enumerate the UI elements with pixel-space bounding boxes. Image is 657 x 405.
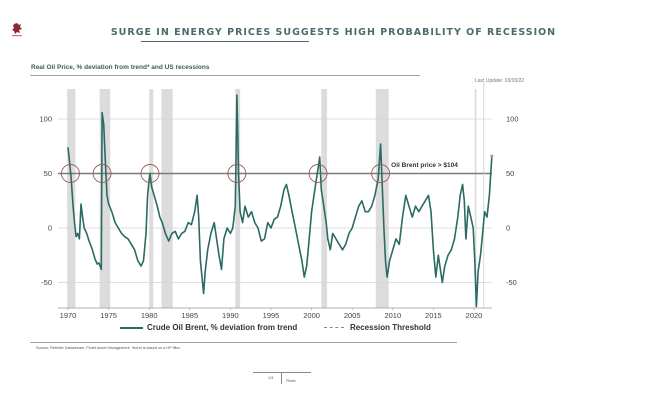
source-note: Source: Refinitiv Datastream, Pictet Ass… — [36, 346, 181, 350]
x-tick-label: 1985 — [181, 311, 198, 320]
recession-band — [149, 89, 154, 308]
page-number: 1/3 — [268, 376, 274, 380]
axes: -50 -50 0 0 50 50 100 100 1970 1975 1980 1985 1990 19… — [39, 80, 519, 320]
latest-value-marker — [490, 154, 494, 158]
recession-band — [235, 89, 241, 308]
recession-band — [474, 89, 477, 308]
source-divider — [30, 342, 457, 343]
legend-label: Recession Threshold — [350, 323, 431, 332]
x-tick-label: 2020 — [466, 311, 483, 320]
brent-deviation-line — [67, 94, 493, 308]
recession-band — [99, 89, 111, 308]
series-layer — [67, 94, 494, 308]
legend-swatch-solid — [120, 326, 143, 329]
y-tick-label-left: 50 — [44, 169, 52, 178]
legend-swatch-dashed — [324, 327, 344, 328]
recession-band — [321, 89, 328, 308]
x-tick-label: 1990 — [222, 311, 239, 320]
y-tick-label-right: 0 — [506, 224, 510, 233]
title-underline — [141, 41, 309, 42]
threshold-crossing-circle — [227, 164, 247, 183]
threshold-crossing-circle — [371, 164, 391, 183]
threshold-crossing-circle — [60, 164, 80, 183]
legend-item-threshold: Recession Threshold — [324, 323, 431, 332]
annotations: Oil Brent price > $104 — [391, 162, 458, 169]
x-tick-label: 2000 — [303, 311, 320, 320]
page-title: SURGE IN ENERGY PRICES SUGGESTS HIGH PRO… — [110, 27, 557, 38]
recession-bands — [67, 89, 477, 308]
subtitle-divider — [30, 75, 420, 76]
recession-band — [67, 89, 76, 308]
x-tick-label: 2010 — [384, 311, 401, 320]
x-tick-label: 1980 — [141, 311, 158, 320]
y-tick-label-right: 50 — [506, 169, 514, 178]
threshold-markers — [60, 164, 391, 183]
x-tick-label: 1975 — [100, 311, 117, 320]
y-tick-label-right: 100 — [506, 115, 519, 124]
recession-band — [161, 89, 173, 308]
threshold-crossing-circle — [140, 164, 160, 183]
x-tick-label: 2005 — [344, 311, 361, 320]
y-tick-label-left: -50 — [41, 278, 52, 287]
legend-label: Crude Oil Brent, % deviation from trend — [147, 323, 298, 332]
x-tick-label: 2015 — [425, 311, 442, 320]
legend-item-brent: Crude Oil Brent, % deviation from trend — [120, 323, 297, 332]
x-tick-label: 1995 — [263, 311, 280, 320]
last-update-label: Last Update: 03/03/22 — [475, 78, 525, 84]
threshold-crossing-circle — [308, 164, 328, 183]
threshold-crossing-circle — [92, 164, 112, 183]
y-tick-label-left: 100 — [39, 115, 52, 124]
footer-separator — [281, 372, 282, 384]
heraldic-lion-logo-icon — [12, 23, 22, 37]
footer-brand: Pictet — [286, 379, 296, 383]
threshold-annotation: Oil Brent price > $104 — [391, 162, 458, 169]
footer-divider — [253, 372, 311, 373]
gridlines — [58, 118, 492, 283]
y-tick-label-right: -50 — [506, 278, 517, 287]
x-tick-label: 1970 — [60, 311, 77, 320]
y-tick-label-left: 0 — [48, 224, 52, 233]
chart-subtitle: Real Oil Price, % deviation from trend* … — [31, 64, 210, 71]
